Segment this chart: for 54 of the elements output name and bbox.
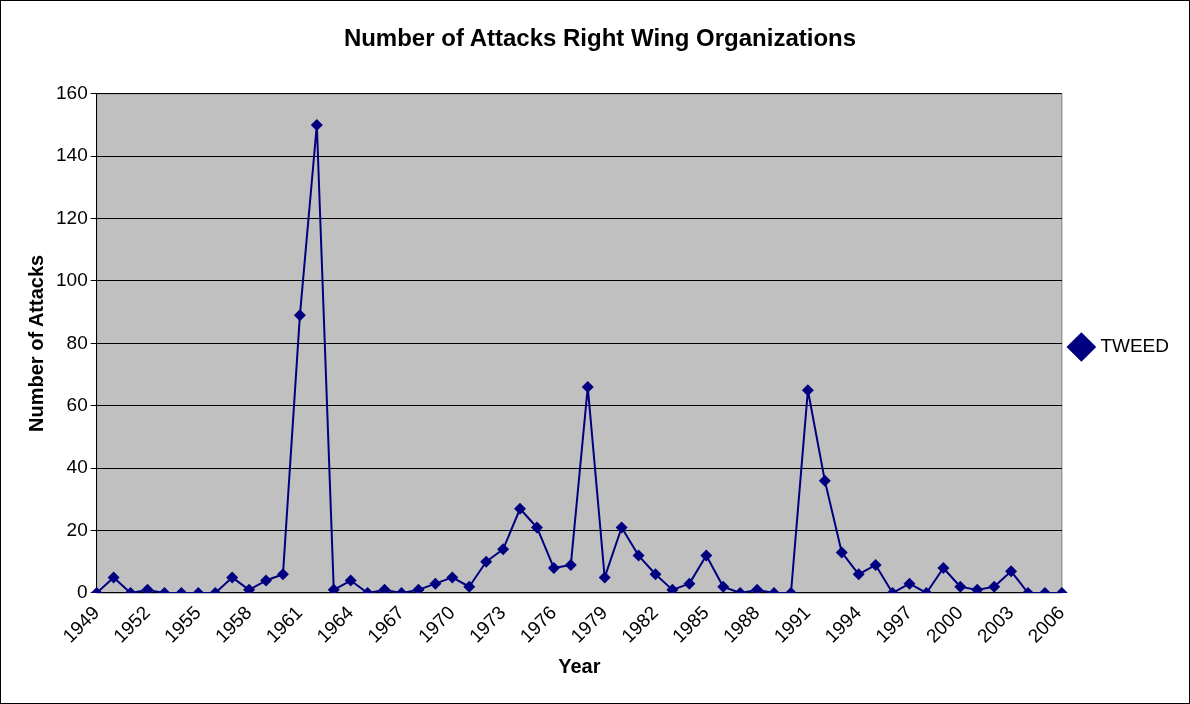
point [310,119,323,131]
point [480,555,493,568]
point [327,583,340,593]
y-axis-title: Number of Attacks [24,254,47,432]
point [971,583,984,593]
point [852,568,865,581]
point [497,543,510,556]
point [107,571,120,584]
point [463,580,476,593]
point [700,549,713,562]
y-tick-label: 140 [56,144,88,166]
y-tick-label: 100 [56,269,88,291]
point [514,502,527,515]
x-axis-title: Year [558,654,601,677]
point [243,583,256,593]
y-tick-label: 0 [77,581,88,603]
point [1005,565,1018,578]
point [649,568,662,581]
y-tick-label: 20 [66,518,88,540]
point [683,577,696,590]
point [378,583,391,593]
chart-title: Number of Attacks Right Wing Organizations [343,24,857,52]
legend-label: TWEED [1100,335,1169,357]
point [446,571,459,584]
point [954,580,967,593]
y-tick-label: 160 [56,82,88,104]
point [276,568,289,581]
point [293,309,306,322]
point [530,521,543,534]
point [801,384,814,397]
point [547,562,560,575]
y-tick-label: 60 [66,394,88,416]
y-tick-label: 120 [56,206,88,228]
y-tick-label: 40 [66,456,88,478]
point [429,577,442,590]
point [226,571,239,584]
point [818,474,831,487]
point [564,558,577,571]
point [903,577,916,590]
point [615,521,628,534]
point [988,580,1001,593]
point [598,571,611,584]
point [344,574,357,587]
point [632,549,645,562]
point [260,574,273,587]
point [412,583,425,593]
point [666,583,679,593]
point [869,558,882,571]
point [717,580,730,593]
point [751,583,764,593]
y-tick-label: 80 [66,331,88,353]
point [937,562,950,575]
point [141,583,154,593]
point [835,546,848,559]
